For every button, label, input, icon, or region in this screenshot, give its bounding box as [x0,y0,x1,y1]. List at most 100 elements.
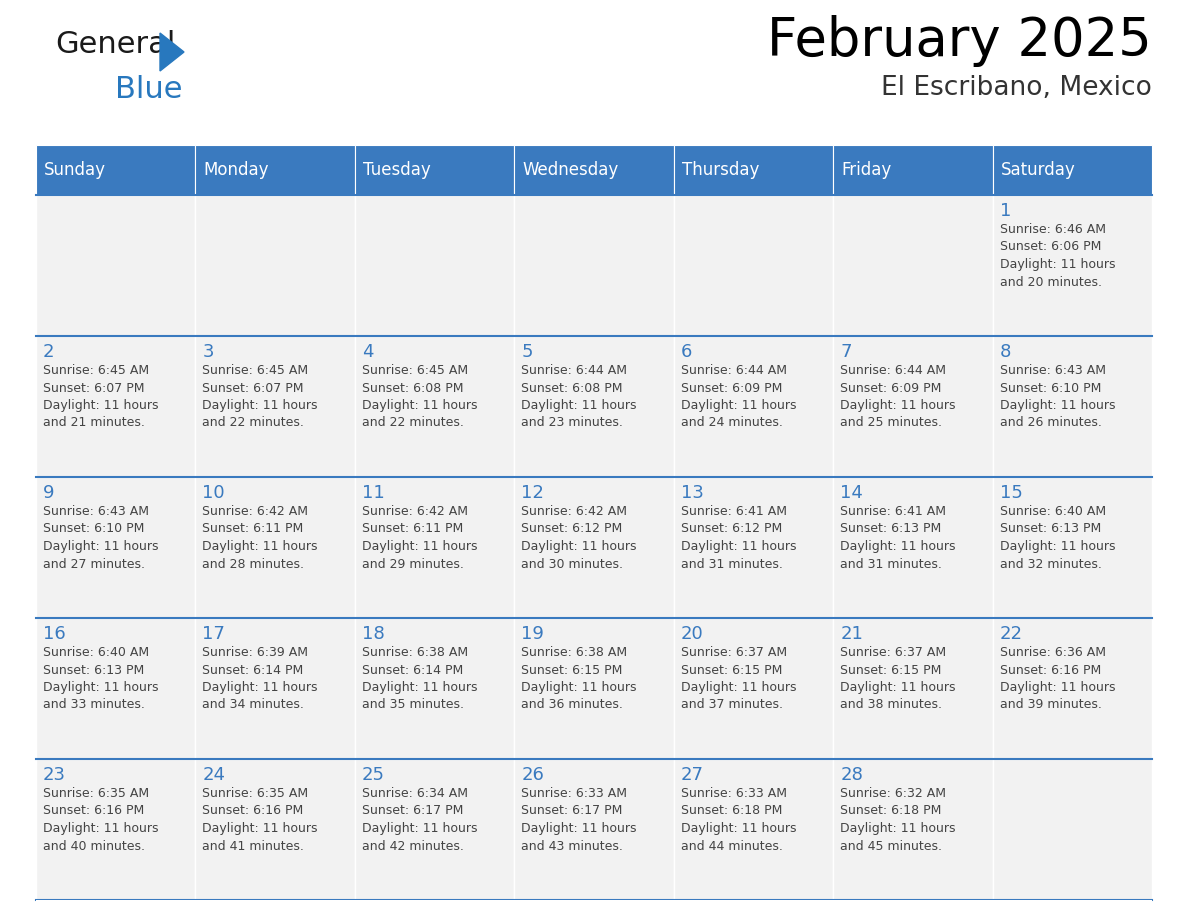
Bar [992,336,1152,477]
Text: and 36 minutes.: and 36 minutes. [522,699,624,711]
Text: Daylight: 11 hours: Daylight: 11 hours [43,822,158,835]
Text: 19: 19 [522,625,544,643]
Bar [514,759,674,900]
Bar [196,477,355,618]
Bar [992,195,1152,336]
Bar [355,759,514,900]
Text: Daylight: 11 hours: Daylight: 11 hours [681,681,796,694]
Text: 14: 14 [840,484,862,502]
Bar [36,336,196,477]
Text: Daylight: 11 hours: Daylight: 11 hours [202,822,318,835]
Text: Sunset: 6:16 PM: Sunset: 6:16 PM [43,804,144,818]
Bar [36,759,196,900]
Text: Sunset: 6:17 PM: Sunset: 6:17 PM [362,804,463,818]
Text: and 24 minutes.: and 24 minutes. [681,417,783,430]
Text: 15: 15 [999,484,1023,502]
Text: and 25 minutes.: and 25 minutes. [840,417,942,430]
Text: 8: 8 [999,343,1011,361]
Text: Sunrise: 6:43 AM: Sunrise: 6:43 AM [43,505,148,518]
Bar [355,336,514,477]
Bar [514,145,674,195]
Bar [833,759,992,900]
Bar [355,195,514,336]
Text: 17: 17 [202,625,226,643]
Text: Daylight: 11 hours: Daylight: 11 hours [999,399,1116,412]
Text: 12: 12 [522,484,544,502]
Text: Sunset: 6:18 PM: Sunset: 6:18 PM [840,804,942,818]
Text: 4: 4 [362,343,373,361]
Text: Daylight: 11 hours: Daylight: 11 hours [202,399,318,412]
Text: El Escribano, Mexico: El Escribano, Mexico [881,75,1152,101]
Text: and 22 minutes.: and 22 minutes. [362,417,463,430]
Text: Daylight: 11 hours: Daylight: 11 hours [522,822,637,835]
Bar [992,618,1152,759]
Text: Sunrise: 6:41 AM: Sunrise: 6:41 AM [840,505,946,518]
Text: 1: 1 [999,202,1011,220]
Text: and 39 minutes.: and 39 minutes. [999,699,1101,711]
Text: 28: 28 [840,766,862,784]
Text: Sunset: 6:15 PM: Sunset: 6:15 PM [522,664,623,677]
Text: 6: 6 [681,343,693,361]
Bar [514,477,674,618]
Text: Sunset: 6:06 PM: Sunset: 6:06 PM [999,241,1101,253]
Text: Sunset: 6:10 PM: Sunset: 6:10 PM [999,382,1101,395]
Text: Sunrise: 6:43 AM: Sunrise: 6:43 AM [999,364,1106,377]
Bar [36,477,196,618]
Text: Sunrise: 6:32 AM: Sunrise: 6:32 AM [840,787,946,800]
Bar [355,618,514,759]
Bar [674,759,833,900]
Text: and 40 minutes.: and 40 minutes. [43,839,145,853]
Text: Friday: Friday [841,161,891,179]
Text: and 30 minutes.: and 30 minutes. [522,557,624,570]
Text: Sunrise: 6:37 AM: Sunrise: 6:37 AM [681,646,786,659]
Text: Sunset: 6:13 PM: Sunset: 6:13 PM [999,522,1101,535]
Text: Daylight: 11 hours: Daylight: 11 hours [522,540,637,553]
Text: and 31 minutes.: and 31 minutes. [681,557,783,570]
Text: Sunset: 6:13 PM: Sunset: 6:13 PM [43,664,144,677]
Text: and 41 minutes.: and 41 minutes. [202,839,304,853]
Text: 11: 11 [362,484,385,502]
Text: and 28 minutes.: and 28 minutes. [202,557,304,570]
Text: 25: 25 [362,766,385,784]
Text: Daylight: 11 hours: Daylight: 11 hours [522,399,637,412]
Text: Sunset: 6:13 PM: Sunset: 6:13 PM [840,522,941,535]
Text: Daylight: 11 hours: Daylight: 11 hours [840,540,955,553]
Text: and 29 minutes.: and 29 minutes. [362,557,463,570]
Text: Sunrise: 6:40 AM: Sunrise: 6:40 AM [999,505,1106,518]
Text: Sunset: 6:08 PM: Sunset: 6:08 PM [522,382,623,395]
Text: 24: 24 [202,766,226,784]
Text: Sunrise: 6:42 AM: Sunrise: 6:42 AM [202,505,309,518]
Text: Sunset: 6:17 PM: Sunset: 6:17 PM [522,804,623,818]
Text: Sunset: 6:11 PM: Sunset: 6:11 PM [202,522,304,535]
Text: and 35 minutes.: and 35 minutes. [362,699,463,711]
Bar [514,336,674,477]
Bar [36,900,1152,918]
Bar [36,145,196,195]
Text: and 42 minutes.: and 42 minutes. [362,839,463,853]
Text: 18: 18 [362,625,385,643]
Text: Sunset: 6:07 PM: Sunset: 6:07 PM [202,382,304,395]
Bar [355,477,514,618]
Text: and 45 minutes.: and 45 minutes. [840,839,942,853]
Text: Daylight: 11 hours: Daylight: 11 hours [999,540,1116,553]
Bar [833,195,992,336]
Text: Sunset: 6:12 PM: Sunset: 6:12 PM [681,522,782,535]
Text: Monday: Monday [203,161,268,179]
Text: Sunset: 6:16 PM: Sunset: 6:16 PM [202,804,304,818]
Text: and 44 minutes.: and 44 minutes. [681,839,783,853]
Text: and 37 minutes.: and 37 minutes. [681,699,783,711]
Text: Sunset: 6:09 PM: Sunset: 6:09 PM [681,382,782,395]
Text: and 22 minutes.: and 22 minutes. [202,417,304,430]
Text: Sunset: 6:08 PM: Sunset: 6:08 PM [362,382,463,395]
Text: and 20 minutes.: and 20 minutes. [999,275,1101,288]
Text: Daylight: 11 hours: Daylight: 11 hours [681,540,796,553]
Polygon shape [160,33,184,71]
Text: Sunrise: 6:42 AM: Sunrise: 6:42 AM [362,505,468,518]
Text: Daylight: 11 hours: Daylight: 11 hours [202,540,318,553]
Text: 23: 23 [43,766,67,784]
Text: and 34 minutes.: and 34 minutes. [202,699,304,711]
Bar [196,759,355,900]
Text: Daylight: 11 hours: Daylight: 11 hours [362,399,478,412]
Text: and 43 minutes.: and 43 minutes. [522,839,624,853]
Text: Tuesday: Tuesday [362,161,430,179]
